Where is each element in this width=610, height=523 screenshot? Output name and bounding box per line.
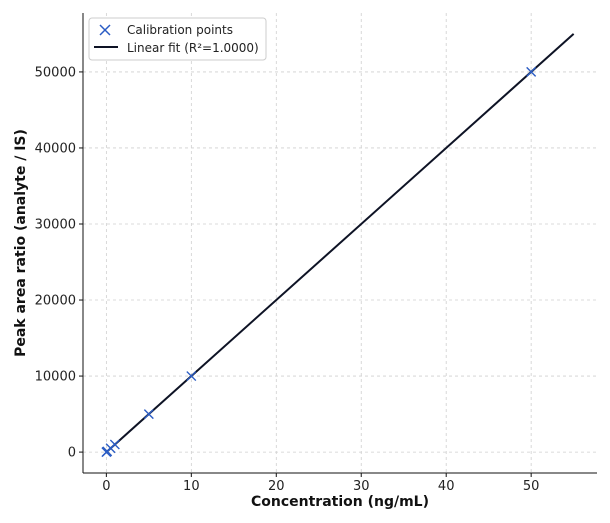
x-tick-label: 50 [523, 479, 540, 494]
linear-fit-line [105, 33, 575, 453]
axes [82, 13, 597, 474]
legend: Calibration points Linear fit (R²=1.0000… [88, 17, 267, 61]
legend-label-linear-fit: Linear fit (R²=1.0000) [127, 41, 259, 55]
grid [83, 13, 597, 473]
x-ticks: 0 10 20 30 40 50 [102, 473, 539, 494]
calibration-point [186, 371, 197, 382]
calibration-point [109, 439, 120, 450]
x-tick-label: 10 [183, 479, 200, 494]
x-tick-label: 0 [102, 479, 110, 494]
x-tick-label: 40 [438, 479, 455, 494]
legend-box [88, 17, 267, 61]
x-tick-label: 20 [268, 479, 285, 494]
y-tick-label: 50000 [35, 65, 76, 80]
legend-x-marker-icon [99, 24, 111, 36]
y-ticks: 0 10000 20000 30000 40000 50000 [35, 65, 83, 461]
y-tick-label: 0 [68, 446, 76, 461]
y-tick-label: 30000 [35, 217, 76, 232]
legend-label-calibration-points: Calibration points [127, 23, 233, 37]
x-axis-title: Concentration (ng/mL) [251, 494, 429, 510]
y-tick-label: 20000 [35, 294, 76, 309]
fit-line-layer [105, 33, 575, 453]
calibration-point [526, 66, 537, 77]
y-tick-label: 10000 [35, 370, 76, 385]
x-tick-label: 30 [353, 479, 370, 494]
y-axis-title: Peak area ratio (analyte / IS) [13, 129, 29, 357]
calibration-points-layer [101, 66, 537, 458]
calibration-point [143, 409, 154, 420]
y-tick-label: 40000 [35, 141, 76, 156]
